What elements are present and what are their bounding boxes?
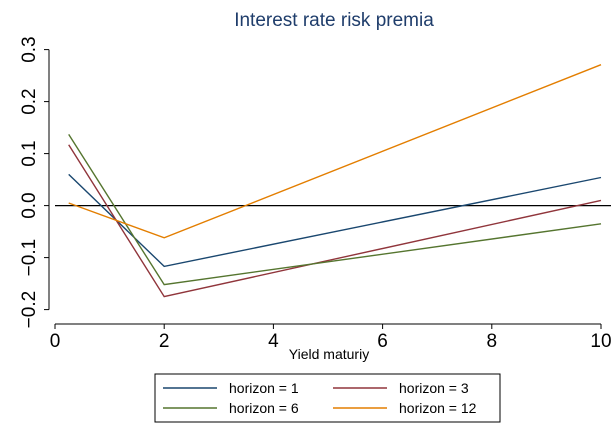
y-tick-label: 0.1 [19,140,40,166]
plot-area: −0.2 −0.1 0.0 0.1 0.2 0.3 0 2 4 6 8 10 [19,36,612,352]
series-line [68,144,602,298]
legend-label: horizon = 12 [399,400,477,416]
x-tick-label: 10 [590,331,611,352]
series-line [68,134,602,286]
y-tick-label: 0.3 [19,36,40,62]
legend-label: horizon = 3 [399,380,469,396]
y-tick-label: 0.0 [19,192,40,218]
chart-title: Interest rate risk premia [234,10,434,31]
y-tick-label: −0.1 [19,239,40,277]
y-tick-label: 0.2 [19,88,40,114]
series-line [68,173,602,268]
x-tick-label: 0 [50,331,61,352]
y-tick-label: −0.2 [19,291,40,329]
legend-label: horizon = 6 [229,400,299,416]
x-axis-label: Yield maturiy [289,346,369,362]
legend: horizon = 1 horizon = 3 horizon = 6 horizon… [154,373,501,423]
x-tick-label: 4 [268,331,279,352]
legend-box [154,373,501,423]
x-tick-label: 6 [377,331,388,352]
legend-label: horizon = 1 [229,380,299,396]
x-tick-label: 8 [487,331,498,352]
series-line [68,64,602,239]
x-tick-label: 2 [159,331,170,352]
